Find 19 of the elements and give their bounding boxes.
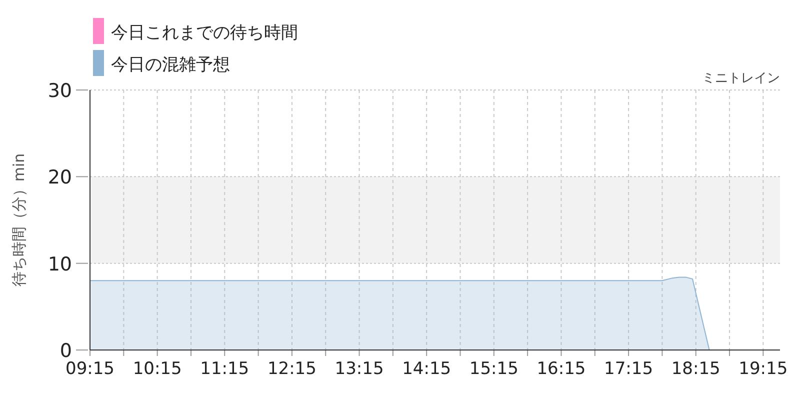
x-tick-label: 12:15 [267,359,316,379]
x-tick-label: 13:15 [334,359,384,379]
legend-label: 今日これまでの待ち時間 [111,23,298,43]
x-tick-label: 19:15 [738,359,788,379]
x-tick-label: 11:15 [200,359,250,379]
y-tick-label: 20 [48,166,72,189]
x-tick-label: 10:15 [132,359,182,379]
y-tick-label: 30 [48,80,72,102]
y-tick-label: 10 [48,253,72,276]
x-tick-label: 15:15 [469,359,518,379]
x-tick-label: 14:15 [402,359,452,379]
legend-label: 今日の混雑予想 [111,55,230,75]
chart-title: ミニトレイン [702,71,780,86]
x-tick-label: 16:15 [536,359,586,379]
y-axis-title: 待ち時間（分）min [10,153,28,287]
x-tick-label: 18:15 [671,359,720,379]
x-tick-label: 09:15 [66,359,114,379]
x-tick-label: 17:15 [604,359,654,379]
y-tick-label: 0 [60,340,72,362]
